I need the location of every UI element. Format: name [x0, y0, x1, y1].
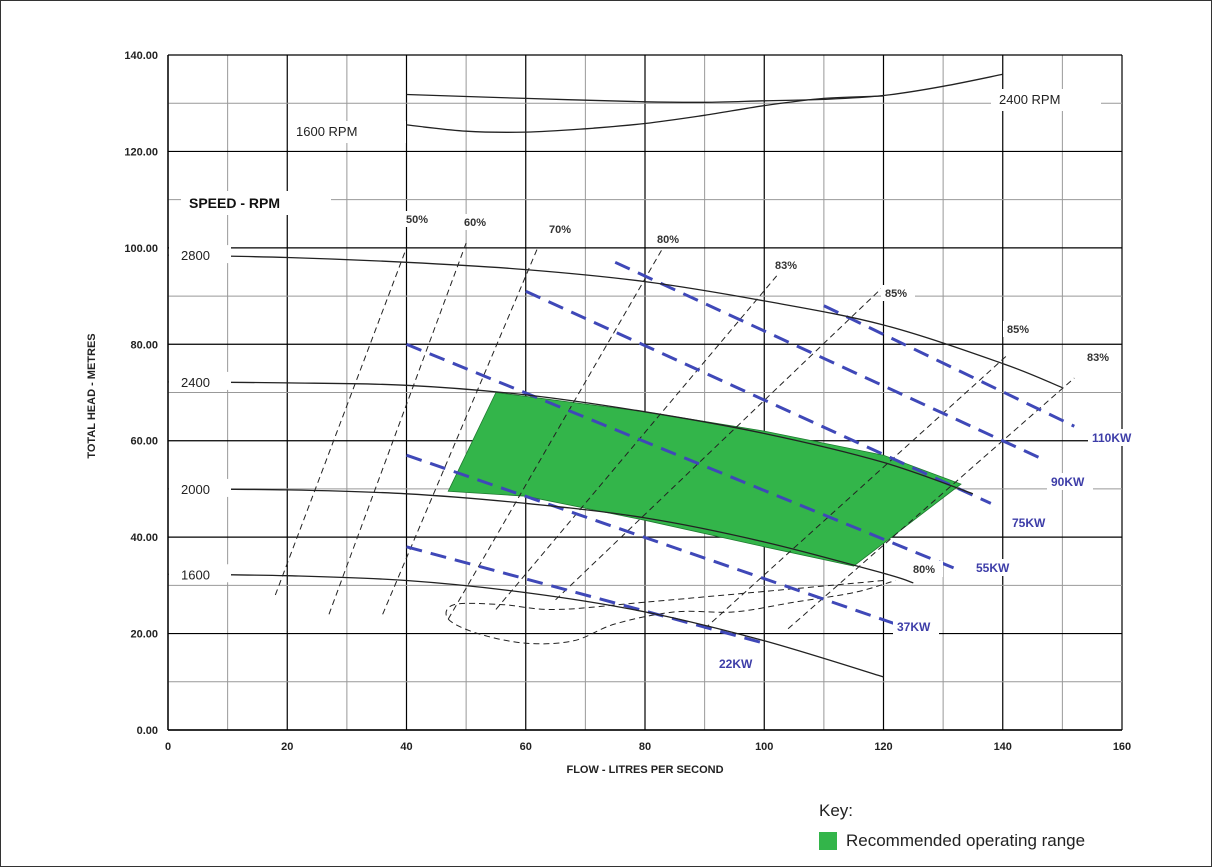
label-knockout	[169, 478, 231, 497]
legend: Key: Recommended operating range	[819, 801, 1085, 851]
header-knockout	[181, 191, 331, 215]
speed-curve-label: 2000	[181, 482, 210, 497]
efficiency-label: 50%	[406, 214, 428, 226]
legend-label: Recommended operating range	[846, 831, 1086, 850]
label-knockout	[1047, 473, 1093, 490]
efficiency-line	[274, 247, 407, 596]
y-tick-label: 0.00	[137, 725, 158, 737]
efficiency-label: 83%	[1087, 352, 1109, 364]
y-axis-label: TOTAL HEAD - METRES	[86, 333, 98, 458]
power-label: 75KW	[1012, 516, 1046, 530]
label-knockout	[402, 211, 436, 227]
efficiency-line	[555, 286, 884, 601]
label-knockout	[169, 564, 231, 583]
recommended-range-area	[447, 392, 962, 567]
label-knockout	[1088, 429, 1134, 446]
efficiency-line	[495, 261, 789, 610]
efficiency-label: 85%	[1007, 324, 1029, 336]
efficiency-line	[445, 580, 896, 645]
power-label: 110KW	[1092, 431, 1132, 445]
legend-swatch	[819, 832, 837, 850]
label-knockout	[460, 214, 494, 230]
y-tick-label: 20.00	[130, 629, 158, 641]
x-tick-label: 60	[520, 741, 532, 753]
label-knockout	[881, 285, 915, 301]
power-line	[525, 289, 992, 505]
x-axis-label: FLOW - LITRES PER SECOND	[566, 764, 723, 776]
y-tick-label: 60.00	[130, 436, 158, 448]
x-tick-label: 120	[874, 741, 892, 753]
efficiency-line	[704, 353, 1010, 630]
legend-title: Key:	[819, 801, 854, 820]
label-knockout	[653, 231, 687, 247]
x-tick-label: 80	[639, 741, 651, 753]
rpm-note-label: 1600 RPM	[296, 124, 357, 139]
label-knockout	[771, 257, 805, 273]
label-knockout	[1083, 349, 1117, 365]
power-line	[614, 260, 1046, 462]
label-knockout	[991, 89, 1101, 111]
power-line	[406, 453, 896, 626]
speed-curve-label: 2800	[181, 248, 210, 263]
x-tick-label: 40	[400, 741, 412, 753]
efficiency-label: 83%	[775, 260, 797, 272]
efficiency-label: 85%	[885, 288, 907, 300]
legend-item: Recommended operating range	[819, 831, 1085, 851]
speed-rpm-header: SPEED - RPM	[189, 195, 280, 211]
label-knockout	[1008, 514, 1054, 531]
label-knockout	[972, 559, 1018, 576]
rpm-note-curve	[406, 73, 1003, 103]
efficiency-line	[787, 377, 1075, 630]
rpm-note-label: 2400 RPM	[999, 92, 1060, 107]
speed-curve-label: 2400	[181, 375, 210, 390]
efficiency-line	[328, 242, 467, 615]
efficiency-label: 80%	[913, 564, 935, 576]
efficiency-label: 70%	[549, 224, 571, 236]
y-tick-label: 100.00	[124, 243, 158, 255]
x-tick-label: 100	[755, 741, 773, 753]
y-tick-label: 120.00	[124, 146, 158, 158]
power-label: 55KW	[976, 561, 1010, 575]
speed-curve	[167, 488, 914, 584]
speed-curve	[167, 254, 1063, 389]
y-tick-label: 140.00	[124, 50, 158, 62]
power-line	[406, 545, 765, 645]
label-knockout	[715, 655, 761, 672]
power-label: 37KW	[897, 620, 931, 634]
label-knockout	[909, 561, 943, 577]
label-knockout	[1003, 321, 1037, 337]
speed-curve	[167, 573, 884, 678]
x-tick-label: 140	[994, 741, 1012, 753]
power-label: 90KW	[1051, 475, 1085, 489]
power-label: 22KW	[719, 657, 753, 671]
y-tick-label: 80.00	[130, 339, 158, 351]
efficiency-label: 60%	[464, 217, 486, 229]
efficiency-label: 80%	[657, 234, 679, 246]
efficiency-line	[382, 247, 539, 615]
speed-curve-label: 1600	[181, 567, 210, 582]
efficiency-line	[447, 247, 664, 620]
speed-curve	[167, 381, 974, 495]
power-line	[823, 304, 1075, 428]
label-knockout	[893, 618, 939, 635]
y-tick-label: 40.00	[130, 532, 158, 544]
x-tick-label: 160	[1113, 741, 1131, 753]
label-knockout	[288, 121, 406, 143]
label-knockout	[169, 371, 231, 390]
x-tick-label: 0	[165, 741, 171, 753]
label-knockout	[545, 221, 579, 237]
x-tick-label: 20	[281, 741, 293, 753]
label-knockout	[169, 245, 231, 264]
